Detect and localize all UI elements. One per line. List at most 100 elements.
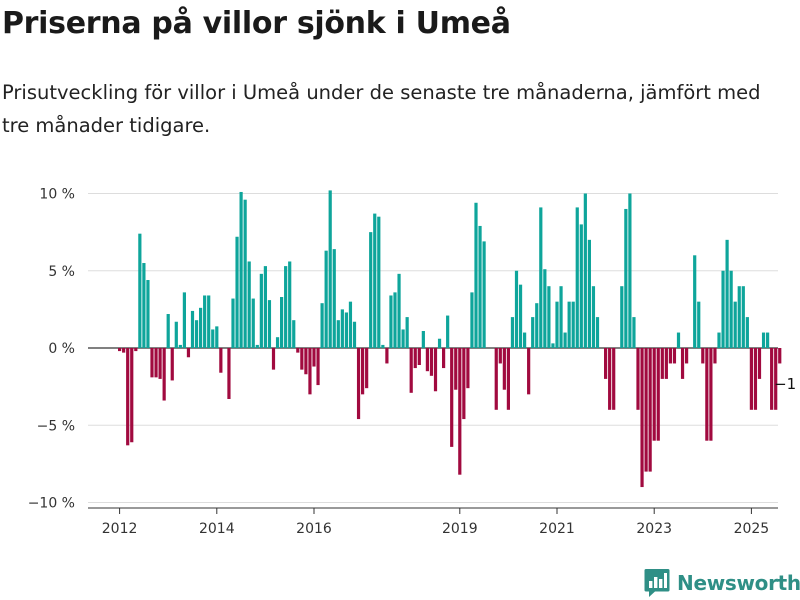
bar: [186, 348, 191, 358]
bar: [328, 190, 332, 348]
bar: [644, 348, 648, 472]
bar: [664, 348, 668, 379]
x-tick-label: 2025: [734, 521, 770, 537]
bar: [478, 225, 482, 348]
bar: [405, 317, 409, 348]
bar: [425, 348, 429, 372]
bar: [271, 348, 276, 370]
bar: [417, 348, 421, 365]
bar: [676, 332, 681, 348]
bar: [506, 348, 510, 410]
bar: [555, 301, 559, 348]
brand-name: Newsworthy: [677, 571, 800, 595]
bars: [118, 190, 782, 488]
bar: [571, 301, 575, 348]
bar: [300, 348, 304, 370]
bar: [393, 292, 397, 348]
bar: [741, 286, 745, 348]
bar: [766, 332, 770, 348]
bar: [429, 348, 434, 376]
bar-chart: 10 % 5 % 0 % −5 % −10 % 2012 2014 2016 2019 2021…: [28, 187, 800, 538]
bar: [199, 307, 203, 348]
bar: [636, 348, 640, 410]
bar: [745, 317, 749, 348]
bar: [211, 329, 215, 348]
bar: [770, 348, 774, 410]
bar: [709, 348, 713, 441]
y-tick-label: −5 %: [37, 418, 75, 434]
bar: [523, 332, 527, 348]
bar: [498, 348, 502, 364]
bar: [251, 298, 255, 348]
bar: [182, 292, 186, 348]
bar: [389, 295, 393, 348]
bar: [628, 193, 632, 348]
bar: [527, 348, 531, 395]
bar: [320, 303, 324, 348]
bar: [219, 348, 223, 373]
bar: [583, 193, 587, 348]
bar: [494, 348, 498, 410]
bar: [632, 317, 636, 348]
bar: [543, 269, 547, 348]
bar: [680, 348, 685, 379]
bar: [510, 317, 515, 348]
bar: [608, 348, 612, 410]
last-value-label: −1 %: [774, 375, 800, 393]
brand-logo[interactable]: Newsworthy: [644, 566, 800, 600]
bar: [203, 295, 207, 348]
bar: [377, 216, 381, 348]
bar: [235, 236, 239, 348]
bar: [518, 284, 523, 348]
bar: [284, 266, 288, 348]
bar: [154, 348, 158, 378]
bar: [247, 261, 251, 348]
bar: [356, 348, 361, 420]
bar: [150, 348, 154, 378]
bar: [591, 286, 596, 348]
annotations: −1 %: [774, 375, 800, 393]
bar: [648, 348, 652, 472]
bar: [482, 241, 486, 348]
bar: [652, 348, 656, 441]
bar: [361, 348, 365, 395]
bar: [215, 326, 219, 348]
bar: [656, 348, 660, 441]
bar: [267, 300, 272, 348]
x-axis: 2012 2014 2016 2019 2021 2023 2025: [88, 507, 778, 537]
bar: [259, 273, 263, 348]
bar: [604, 348, 608, 379]
bar: [620, 286, 624, 348]
bar: [705, 348, 709, 441]
y-tick-label: 0 %: [48, 341, 75, 357]
bar: [292, 320, 296, 348]
bar: [304, 348, 308, 375]
bar: [134, 348, 138, 352]
bar: [373, 213, 377, 348]
bar: [344, 312, 348, 348]
bar: [761, 332, 766, 348]
bar: [365, 348, 369, 389]
bar: [142, 263, 146, 348]
bar: [757, 348, 762, 379]
bar: [288, 261, 292, 348]
bar: [737, 286, 741, 348]
bar: [778, 348, 782, 364]
bar: [774, 348, 778, 410]
bar: [158, 348, 162, 379]
bar: [668, 348, 672, 364]
x-tick-label: 2014: [199, 521, 235, 537]
newsworthy-logo-icon: [644, 569, 670, 597]
bar: [146, 280, 150, 348]
bar: [454, 348, 458, 390]
bar: [308, 348, 312, 395]
bar: [579, 224, 583, 348]
bar: [296, 348, 300, 353]
chart-title: Priserna på villor sjönk i Umeå: [2, 6, 511, 41]
y-tick-label: −10 %: [28, 496, 75, 512]
bar: [138, 233, 142, 348]
bar: [421, 331, 425, 348]
bar: [194, 320, 199, 348]
bar: [660, 348, 664, 379]
bar: [531, 317, 535, 348]
